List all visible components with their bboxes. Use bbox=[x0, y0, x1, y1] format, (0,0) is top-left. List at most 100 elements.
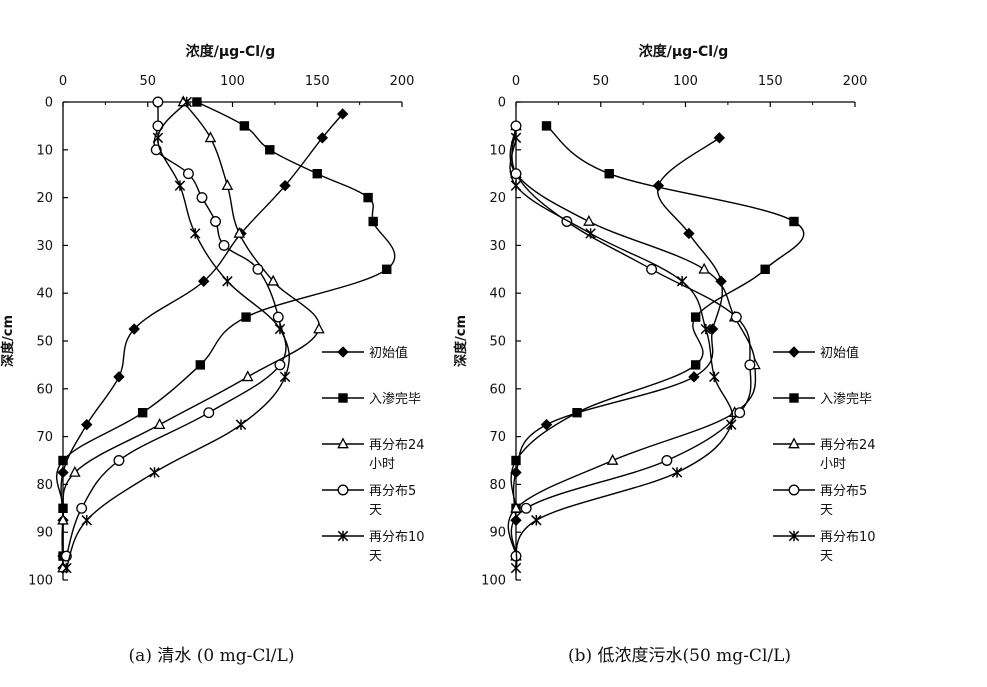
legend-marker bbox=[788, 437, 800, 449]
data-point bbox=[583, 214, 595, 226]
data-point bbox=[274, 323, 286, 335]
x-tick-label: 150 bbox=[305, 74, 330, 89]
data-point bbox=[81, 515, 92, 526]
data-point bbox=[192, 97, 202, 107]
data-point bbox=[709, 371, 720, 383]
data-point bbox=[181, 96, 192, 108]
legend-marker bbox=[788, 346, 800, 358]
data-point bbox=[274, 359, 286, 371]
legend-label-line: 再分布5 bbox=[820, 484, 867, 499]
data-point bbox=[210, 216, 222, 227]
legend-entry-2: 入渗完毕 bbox=[773, 392, 872, 407]
legend-label-line: 入渗完毕 bbox=[369, 392, 421, 407]
series-4 bbox=[60, 96, 287, 562]
chart-caption: (a) 清水 (0 mg-Cl/L) bbox=[129, 646, 295, 666]
series-4 bbox=[510, 120, 756, 562]
legend-label: 再分布24 小时 bbox=[369, 438, 425, 472]
legend-label-line: 天 bbox=[369, 549, 382, 564]
legend-label-line: 天 bbox=[369, 503, 382, 518]
data-point bbox=[204, 131, 217, 143]
series-5 bbox=[61, 96, 291, 574]
data-point bbox=[152, 132, 164, 144]
data-point bbox=[730, 311, 742, 323]
legend-label: 再分布5 天 bbox=[369, 484, 416, 518]
data-point bbox=[57, 513, 69, 525]
data-point bbox=[585, 228, 596, 239]
data-point bbox=[510, 562, 522, 574]
data-point bbox=[61, 562, 72, 574]
legend-label-line: 再分布5 bbox=[369, 484, 416, 499]
legend-entry-1: 初始值 bbox=[322, 345, 408, 361]
data-point bbox=[113, 371, 125, 383]
x-tick-label: 0 bbox=[59, 74, 67, 89]
x-tick-label: 0 bbox=[512, 74, 520, 89]
data-point bbox=[218, 239, 230, 251]
data-point bbox=[713, 132, 726, 144]
data-point bbox=[316, 132, 329, 144]
data-point bbox=[510, 466, 522, 479]
data-point bbox=[267, 274, 279, 286]
y-tick-label: 40 bbox=[36, 287, 53, 302]
y-tick-label: 10 bbox=[489, 143, 506, 158]
legend-marker bbox=[337, 437, 349, 449]
data-point bbox=[195, 360, 205, 370]
chart-panel-b: 0 50 100 150 200 0 10 20 30 40 50 60 70 80 90 100 浓度/μg-… bbox=[453, 43, 876, 666]
data-point bbox=[540, 418, 553, 431]
y-tick-label: 100 bbox=[28, 574, 53, 589]
data-point bbox=[520, 502, 532, 514]
legend-entry-2: 入渗完毕 bbox=[322, 392, 421, 407]
legend-label: 再分布10 天 bbox=[369, 530, 425, 564]
data-point bbox=[58, 455, 68, 466]
series-3 bbox=[507, 119, 761, 561]
data-point bbox=[646, 263, 658, 275]
data-point bbox=[368, 216, 378, 227]
y-tick-label: 90 bbox=[36, 526, 53, 541]
data-point bbox=[726, 419, 737, 430]
data-point bbox=[510, 120, 522, 132]
legend-entry-1: 初始值 bbox=[773, 345, 859, 361]
y-tick-label: 80 bbox=[489, 478, 506, 493]
x-tick-label: 150 bbox=[758, 74, 783, 89]
data-point bbox=[241, 370, 254, 382]
data-point bbox=[149, 467, 160, 478]
data-point bbox=[510, 501, 522, 513]
y-tick-label: 0 bbox=[498, 96, 506, 111]
y-tick-label: 0 bbox=[45, 96, 53, 111]
data-point bbox=[671, 467, 683, 478]
y-tick-label: 60 bbox=[489, 382, 506, 397]
series-line bbox=[65, 101, 287, 557]
y-tick-label: 40 bbox=[489, 287, 506, 302]
legend-label: 入渗完毕 bbox=[820, 392, 872, 407]
data-point bbox=[57, 466, 69, 479]
x-tick-label: 200 bbox=[390, 74, 415, 89]
y-tick-label: 50 bbox=[489, 335, 506, 350]
data-point bbox=[265, 145, 275, 155]
data-point bbox=[279, 371, 291, 383]
legend-marker bbox=[789, 393, 799, 403]
x-axis-title: 浓度/μg-Cl/g bbox=[186, 43, 275, 60]
data-point bbox=[336, 108, 349, 120]
y-tick-label: 20 bbox=[489, 191, 506, 206]
data-point bbox=[76, 502, 88, 514]
legend-entry-4: 再分布5 天 bbox=[773, 484, 867, 518]
data-point bbox=[152, 96, 164, 108]
data-point bbox=[688, 371, 700, 383]
data-point bbox=[734, 407, 746, 419]
legend-marker bbox=[788, 484, 800, 496]
y-tick-label: 30 bbox=[36, 239, 53, 254]
legend-label-line: 再分布24 bbox=[369, 438, 425, 453]
series-line bbox=[510, 125, 752, 557]
data-point bbox=[203, 407, 215, 419]
chart-caption: (b) 低浓度污水(50 mg-Cl/L) bbox=[568, 646, 791, 666]
data-point bbox=[510, 180, 522, 191]
series-1 bbox=[57, 108, 349, 574]
y-tick-label: 100 bbox=[481, 574, 506, 589]
series-5 bbox=[509, 132, 737, 574]
data-point bbox=[363, 192, 373, 203]
data-point bbox=[279, 179, 291, 192]
y-tick-label: 90 bbox=[489, 526, 506, 541]
data-point bbox=[182, 168, 194, 180]
legend-label-line: 再分布24 bbox=[820, 438, 876, 453]
